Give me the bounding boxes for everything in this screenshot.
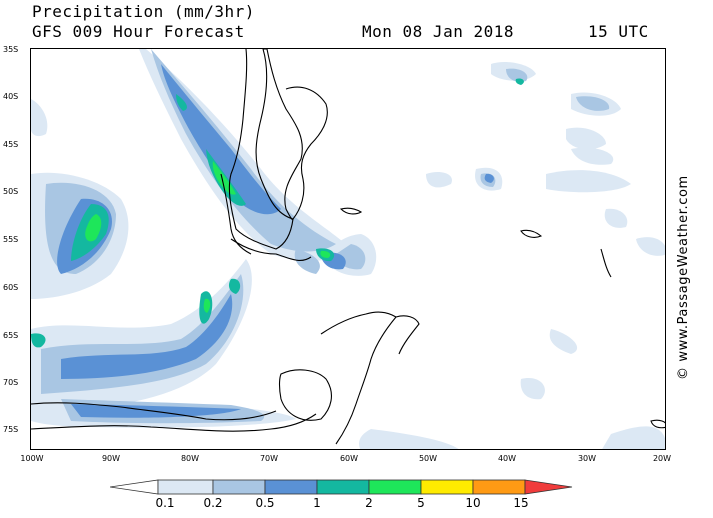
lat-label: 35S (3, 45, 19, 54)
lon-label: 20W (652, 454, 672, 463)
lat-label: 75S (3, 425, 19, 434)
lat-label: 70S (3, 378, 19, 387)
credit-text: © www.PassageWeather.com (676, 175, 691, 380)
lat-label: 55S (3, 235, 19, 244)
legend-swatch-0-2 (212, 479, 266, 495)
forecast-date: Mon 08 Jan 2018 (362, 22, 514, 41)
color-legend (109, 478, 580, 500)
legend-swatch-0-1 (157, 479, 214, 495)
legend-value: 2 (365, 496, 373, 510)
precipitation-map[interactable] (30, 48, 666, 450)
legend-value: 1 (313, 496, 321, 510)
legend-swatch-1 (316, 479, 370, 495)
legend-value: 0.5 (255, 496, 275, 510)
legend-swatch-lt-0-1 (109, 479, 159, 495)
lon-label: 70W (259, 454, 279, 463)
legend-value: 10 (465, 496, 481, 510)
legend-swatch-10 (472, 479, 526, 495)
legend-swatch-2 (368, 479, 422, 495)
lat-label: 45S (3, 140, 19, 149)
map-canvas (31, 49, 665, 449)
lat-label: 50S (3, 187, 19, 196)
lat-label: 60S (3, 283, 19, 292)
legend-swatch-gt-15 (524, 479, 573, 495)
precip-peak (85, 161, 331, 313)
lat-label: 65S (3, 331, 19, 340)
lon-label: 60W (339, 454, 359, 463)
legend-value: 15 (513, 496, 529, 510)
legend-swatch-0-5 (264, 479, 318, 495)
coastlines (31, 49, 665, 445)
chart-title: Precipitation (mm/3hr) (32, 2, 255, 21)
lon-label: 80W (180, 454, 200, 463)
legend-value: 5 (417, 496, 425, 510)
lon-label: 50W (418, 454, 438, 463)
legend-value: 0.2 (203, 496, 223, 510)
legend-swatch-5 (420, 479, 474, 495)
legend-bar (109, 479, 573, 495)
lat-label: 40S (3, 92, 19, 101)
lon-label: 40W (497, 454, 517, 463)
lon-label: 100W (20, 454, 44, 463)
forecast-time: 15 UTC (588, 22, 649, 41)
lon-label: 30W (577, 454, 597, 463)
legend-value: 0.1 (155, 496, 175, 510)
model-label: GFS 009 Hour Forecast (32, 22, 245, 41)
lon-label: 90W (101, 454, 121, 463)
